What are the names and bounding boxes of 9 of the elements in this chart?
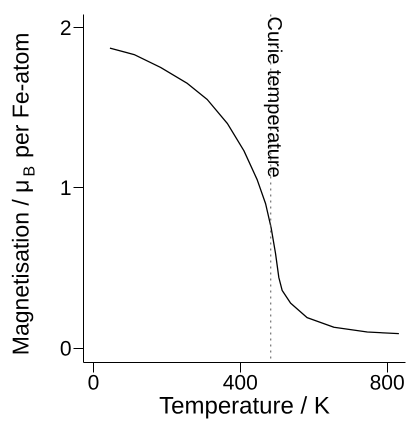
x-tick-label: 0 bbox=[88, 372, 100, 394]
y-tick-label: 2 bbox=[60, 16, 72, 40]
x-tick-label: 800 bbox=[370, 372, 405, 394]
y-axis-title: Magnetisation / μB per Fe-atom bbox=[8, 32, 38, 356]
ref-line-label: Curie temperature bbox=[262, 16, 285, 178]
x-tick-label: 400 bbox=[222, 372, 258, 394]
y-tick-label: 1 bbox=[60, 177, 72, 200]
x-axis-title: Temperature / K bbox=[159, 392, 330, 420]
y-tick-label: 0 bbox=[60, 338, 72, 361]
